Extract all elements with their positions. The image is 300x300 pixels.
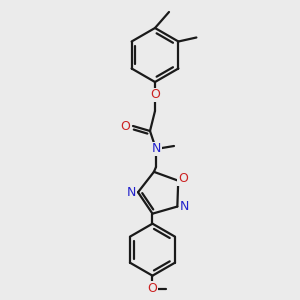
Text: O: O (150, 88, 160, 101)
Text: N: N (180, 200, 189, 213)
Text: N: N (151, 142, 161, 155)
Text: O: O (148, 282, 158, 295)
Text: N: N (126, 186, 136, 199)
Text: O: O (178, 172, 188, 185)
Text: O: O (120, 119, 130, 133)
